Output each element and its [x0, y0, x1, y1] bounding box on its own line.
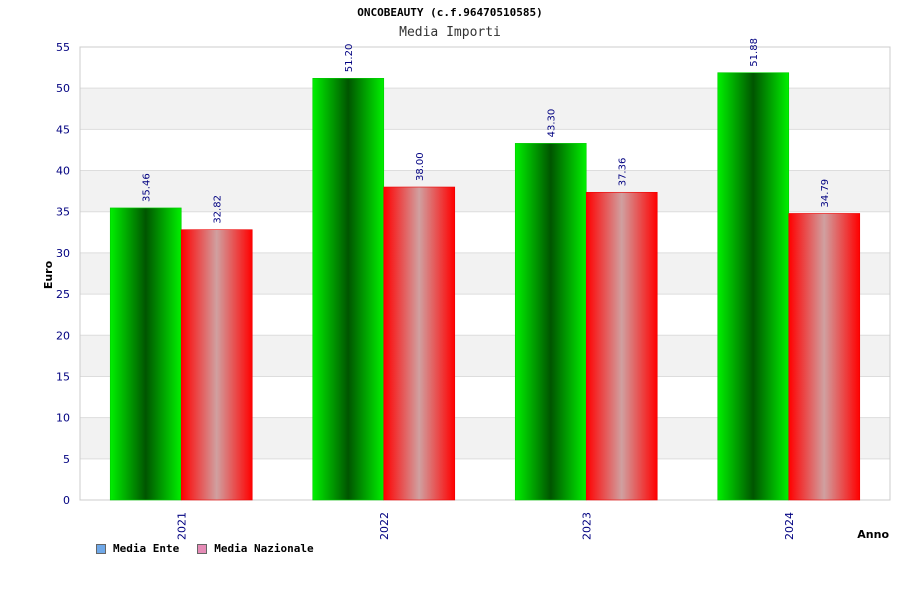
- y-tick-label: 15: [56, 370, 70, 383]
- value-label: 51.88: [749, 38, 760, 67]
- chart-title: ONCOBEAUTY (c.f.96470510585): [357, 6, 543, 19]
- y-tick-label: 5: [63, 453, 70, 466]
- x-tick-label: 2023: [580, 512, 593, 540]
- y-tick-label: 35: [56, 206, 70, 219]
- bar-media-ente-2021: [109, 207, 182, 501]
- y-tick-label: 0: [63, 494, 70, 507]
- y-tick-label: 20: [56, 329, 70, 342]
- x-axis-label: Anno: [857, 528, 889, 541]
- chart-subtitle: Media Importi: [399, 25, 501, 40]
- legend-swatch-ente: [96, 543, 106, 554]
- y-tick-label: 30: [56, 247, 70, 260]
- legend-label-nazionale: Media Nazionale: [214, 542, 314, 555]
- x-tick-label: 2024: [783, 512, 796, 540]
- x-tick-label: 2021: [175, 512, 188, 540]
- y-tick-label: 45: [56, 123, 70, 136]
- bar-media-nazionale-2021: [180, 229, 253, 501]
- legend-swatch-nazionale: [197, 543, 208, 554]
- legend-label-ente: Media Ente: [113, 542, 180, 555]
- value-label: 38.00: [415, 152, 426, 181]
- y-tick-label: 10: [56, 412, 70, 425]
- value-label: 51.20: [344, 44, 355, 73]
- bar-media-nazionale-2024: [788, 213, 861, 501]
- plot-border: [79, 46, 891, 501]
- value-label: 34.79: [820, 179, 831, 208]
- bar-media-ente-2023: [514, 143, 587, 501]
- bar-media-ente-2022: [312, 77, 385, 501]
- value-labels: 35.46 32.82 51.20 38.00 43.30 37.36 51.88 34.79: [142, 38, 832, 224]
- y-tick-label: 40: [56, 165, 70, 178]
- value-label: 37.36: [618, 158, 629, 187]
- legend-item-media-ente: Media Ente: [96, 542, 179, 555]
- x-axis-ticks: 2021 2022 2023 2024: [175, 512, 796, 540]
- bar-media-ente-2024: [717, 72, 790, 501]
- legend: Media Ente Media Nazionale: [96, 542, 314, 555]
- value-label: 32.82: [213, 195, 224, 224]
- y-tick-label: 50: [56, 82, 70, 95]
- y-axis-label: Euro: [42, 260, 55, 289]
- x-tick-label: 2022: [378, 512, 391, 540]
- value-label: 35.46: [142, 173, 153, 202]
- bar-media-nazionale-2023: [585, 191, 658, 501]
- y-tick-label: 55: [56, 41, 70, 54]
- y-axis-ticks: 0 5 10 15 20 25 30 35 40 45 50 55: [56, 41, 70, 507]
- y-tick-label: 25: [56, 288, 70, 301]
- bar-media-nazionale-2022: [383, 186, 456, 501]
- legend-item-media-nazionale: Media Nazionale: [197, 542, 314, 555]
- value-label: 43.30: [547, 109, 558, 138]
- bars-group: [109, 72, 861, 501]
